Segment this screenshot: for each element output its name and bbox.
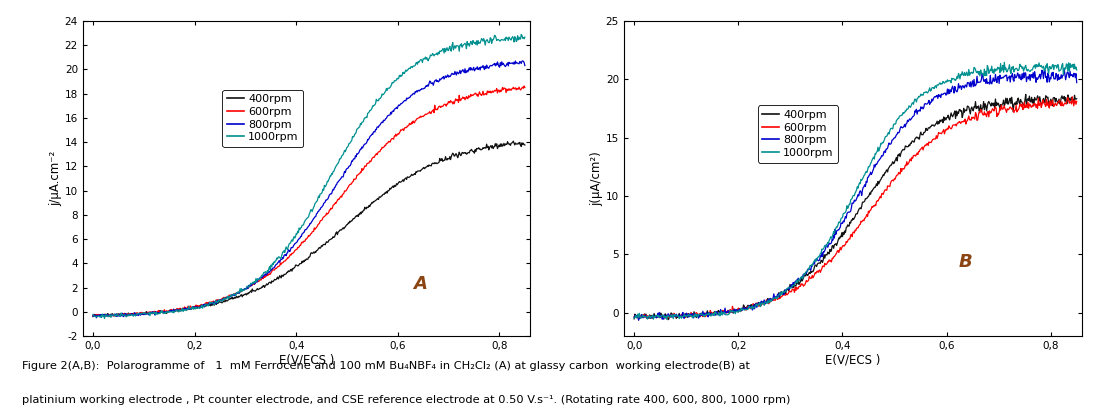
Text: B: B xyxy=(958,253,972,271)
Y-axis label: j(μA/cm²): j(μA/cm²) xyxy=(590,151,603,206)
X-axis label: E(V/ECS ): E(V/ECS ) xyxy=(278,354,335,367)
Text: platinium working electrode , Pt counter electrode, and CSE reference electrode : platinium working electrode , Pt counter… xyxy=(22,395,790,405)
X-axis label: E(V/ECS ): E(V/ECS ) xyxy=(825,354,881,367)
Legend: 400rpm, 600rpm, 800rpm, 1000rpm: 400rpm, 600rpm, 800rpm, 1000rpm xyxy=(757,105,838,163)
Text: A: A xyxy=(414,275,427,293)
Legend: 400rpm, 600rpm, 800rpm, 1000rpm: 400rpm, 600rpm, 800rpm, 1000rpm xyxy=(223,89,302,147)
Text: Figure 2(A,B):  Polarogramme of   1  mM Ferrocene and 100 mM Bu₄NBF₄ in CH₂Cl₂ (: Figure 2(A,B): Polarogramme of 1 mM Ferr… xyxy=(22,361,750,371)
Y-axis label: j/μA.cm⁻²: j/μA.cm⁻² xyxy=(49,151,62,206)
